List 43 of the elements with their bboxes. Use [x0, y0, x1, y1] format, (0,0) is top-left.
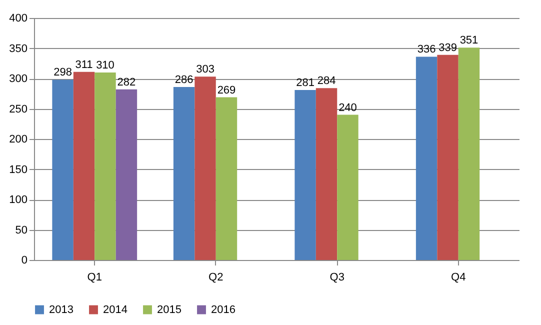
- bar: [52, 80, 74, 260]
- bar: [416, 56, 438, 260]
- y-tick-label: 0: [21, 254, 28, 266]
- legend-label: 2016: [211, 304, 236, 316]
- data-label: 339: [438, 42, 457, 54]
- y-tick-label: 100: [9, 194, 28, 206]
- y-tick-label: 350: [9, 42, 28, 55]
- data-label: 269: [217, 84, 236, 96]
- data-label: 310: [96, 59, 114, 72]
- bar: [437, 54, 458, 260]
- legend-label: 2015: [157, 304, 182, 316]
- data-label: 336: [417, 44, 436, 56]
- x-tick-label: Q3: [330, 272, 344, 284]
- bar: [116, 89, 138, 260]
- bar: [173, 86, 195, 260]
- bar: [94, 72, 116, 260]
- data-label: 311: [75, 58, 93, 71]
- bar: [458, 48, 480, 260]
- data-label: 351: [460, 34, 478, 47]
- bar: [294, 90, 316, 260]
- y-tick-label: 250: [9, 103, 28, 116]
- y-tick-label: 400: [9, 12, 28, 24]
- x-tick-label: Q2: [208, 272, 224, 284]
- x-tick-label: Q1: [87, 272, 102, 284]
- data-label: 284: [317, 75, 336, 88]
- y-tick-label: 150: [9, 164, 28, 176]
- data-label: 298: [54, 66, 72, 79]
- bar: [216, 97, 238, 260]
- bar: [73, 72, 95, 260]
- data-label: 303: [196, 64, 214, 76]
- legend-label: 2014: [103, 304, 128, 316]
- legend-label: 2013: [49, 304, 74, 316]
- data-label: 286: [174, 74, 194, 86]
- y-tick-label: 300: [9, 73, 28, 85]
- bar: [316, 88, 338, 260]
- y-tick-label: 200: [9, 134, 28, 146]
- data-label: 282: [117, 76, 136, 88]
- bar: [337, 114, 358, 260]
- bar: [194, 76, 216, 260]
- data-label: 240: [338, 102, 357, 114]
- y-tick-label: 50: [15, 224, 28, 236]
- x-tick-label: Q4: [451, 272, 466, 284]
- data-label: 281: [296, 76, 314, 89]
